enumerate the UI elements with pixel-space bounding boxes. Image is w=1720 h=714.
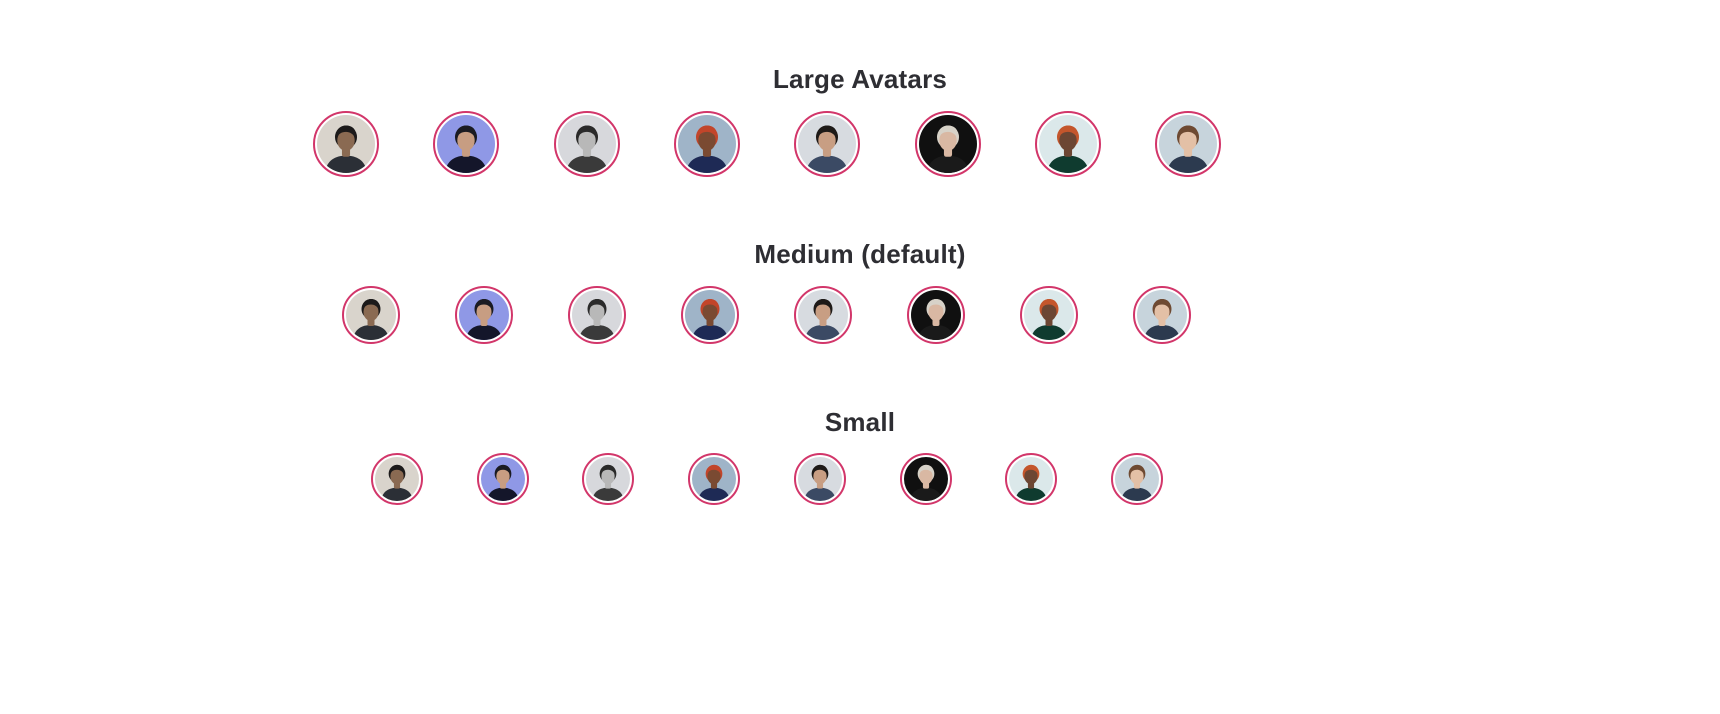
person-avatar-icon <box>797 457 842 501</box>
person-avatar-icon <box>1137 290 1187 340</box>
person-avatar-icon <box>1024 290 1074 340</box>
avatar[interactable] <box>794 111 861 177</box>
avatar[interactable] <box>907 286 965 344</box>
avatar[interactable] <box>342 286 400 344</box>
small-avatar-row <box>0 453 1720 505</box>
person-avatar-icon <box>459 290 509 340</box>
avatar[interactable] <box>1110 453 1163 505</box>
avatar[interactable] <box>914 111 981 177</box>
person-avatar-icon <box>918 115 977 173</box>
section-title-medium: Medium (default) <box>754 239 966 269</box>
avatar[interactable] <box>1020 286 1078 344</box>
avatar[interactable] <box>1133 286 1191 344</box>
person-avatar-icon <box>317 115 375 173</box>
avatar[interactable] <box>793 453 846 505</box>
avatar[interactable] <box>681 286 739 344</box>
person-avatar-icon <box>911 290 961 340</box>
person-avatar-icon <box>572 290 622 340</box>
avatar[interactable] <box>1034 111 1101 177</box>
avatar[interactable] <box>568 286 626 344</box>
person-avatar-icon <box>798 290 848 340</box>
person-avatar-icon <box>1038 115 1097 173</box>
person-avatar-icon <box>1009 457 1054 501</box>
avatar[interactable] <box>1005 453 1058 505</box>
person-avatar-icon <box>586 457 631 501</box>
person-avatar-icon <box>1159 115 1218 173</box>
avatar[interactable] <box>899 453 952 505</box>
medium-avatar-row <box>0 286 1720 344</box>
avatar[interactable] <box>313 111 379 177</box>
person-avatar-icon <box>903 457 948 501</box>
section-title-small: Small <box>824 407 896 437</box>
avatar[interactable] <box>794 286 852 344</box>
section-title-large: Large Avatars <box>772 64 948 94</box>
person-avatar-icon <box>677 115 736 173</box>
person-avatar-icon <box>1114 457 1159 501</box>
avatar[interactable] <box>1155 111 1222 177</box>
avatar[interactable] <box>688 453 741 505</box>
person-avatar-icon <box>375 457 419 501</box>
person-avatar-icon <box>480 457 525 501</box>
person-avatar-icon <box>798 115 857 173</box>
avatar[interactable] <box>433 111 500 177</box>
large-avatar-row <box>0 111 1720 177</box>
avatar[interactable] <box>455 286 513 344</box>
person-avatar-icon <box>437 115 496 173</box>
person-avatar-icon <box>557 115 616 173</box>
person-avatar-icon <box>346 290 396 340</box>
avatar[interactable] <box>476 453 529 505</box>
avatar[interactable] <box>371 453 423 505</box>
person-avatar-icon <box>692 457 737 501</box>
avatar[interactable] <box>582 453 635 505</box>
person-avatar-icon <box>685 290 735 340</box>
avatar[interactable] <box>673 111 740 177</box>
avatar[interactable] <box>553 111 620 177</box>
